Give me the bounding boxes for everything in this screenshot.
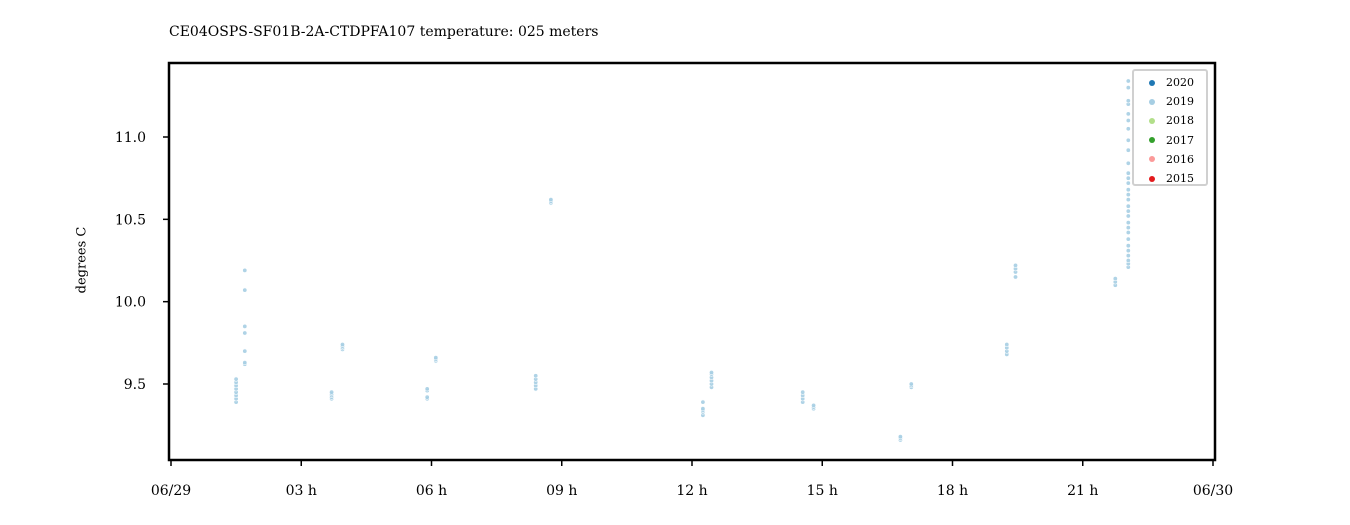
legend-item: 2018 (1140, 111, 1206, 130)
data-point (908, 381, 914, 387)
data-point (708, 369, 714, 375)
data-point (1125, 126, 1131, 132)
data-point (700, 399, 706, 405)
y-axis-label: degrees C (74, 226, 90, 294)
x-tick-label: 12 h (676, 483, 707, 499)
legend-label: 2019 (1166, 95, 1194, 109)
chart-title: CE04OSPS-SF01B-2A-CTDPFA107 temperature:… (169, 24, 599, 40)
data-point (533, 373, 539, 379)
data-point (242, 287, 248, 293)
data-point (1125, 175, 1131, 181)
data-point (1125, 208, 1131, 214)
data-point (1125, 160, 1131, 166)
data-point (329, 389, 335, 395)
data-point (1125, 220, 1131, 226)
legend: 2020 2019 2018 2017 2016 2015 (1132, 69, 1208, 186)
data-point (433, 355, 439, 361)
data-point (1125, 170, 1131, 176)
data-point (1125, 203, 1131, 209)
legend-label: 2017 (1166, 133, 1194, 147)
data-point (1125, 85, 1131, 91)
legend-item: 2016 (1140, 150, 1206, 169)
data-point (1125, 253, 1131, 259)
data-point (1125, 243, 1131, 249)
data-point (1012, 262, 1018, 268)
data-point (700, 406, 706, 412)
data-point (1125, 248, 1131, 254)
data-point (424, 386, 430, 392)
data-point (1125, 187, 1131, 193)
y-axis: 9.5 10.0 10.5 11.0 (115, 130, 169, 393)
data-point (1125, 236, 1131, 242)
data-point (1125, 118, 1131, 124)
data-point (1112, 276, 1118, 282)
data-point (548, 197, 554, 203)
data-point (424, 394, 430, 400)
data-point (242, 323, 248, 329)
data-point (242, 360, 248, 366)
data-point (1125, 180, 1131, 186)
y-tick-label: 9.5 (124, 377, 146, 393)
x-tick-label: 18 h (937, 483, 968, 499)
data-point (1125, 192, 1131, 198)
x-tick-label: 06/29 (151, 483, 191, 499)
data-point (1125, 230, 1131, 236)
legend-item: 2015 (1140, 169, 1206, 188)
data-point (339, 341, 345, 347)
x-tick-label: 03 h (286, 483, 317, 499)
y-tick-label: 10.5 (115, 212, 146, 228)
data-point (1012, 274, 1018, 280)
legend-label: 2018 (1166, 114, 1194, 128)
legend-marker (1149, 117, 1155, 124)
plot-frame (167, 61, 1217, 462)
x-tick-label: 06/30 (1193, 483, 1233, 499)
data-point (242, 348, 248, 354)
data-point (1125, 98, 1131, 104)
data-point (811, 402, 817, 408)
legend-marker (1149, 156, 1155, 163)
legend-marker (1149, 79, 1155, 86)
data-point (897, 434, 903, 440)
x-axis: 06/29 03 h 06 h 09 h 12 h 15 h 18 h 21 h 06/30 (151, 460, 1233, 499)
data-point (800, 389, 806, 395)
x-tick-label: 15 h (807, 483, 838, 499)
y-tick-label: 11.0 (115, 130, 146, 146)
x-tick-label: 06 h (416, 483, 447, 499)
y-tick-label: 10.0 (115, 295, 146, 311)
data-point (1125, 137, 1131, 143)
data-point (1125, 111, 1131, 117)
data-point (1125, 213, 1131, 219)
data-point (233, 376, 239, 382)
data-point (242, 267, 248, 273)
data-point (1125, 225, 1131, 231)
legend-item: 2019 (1140, 92, 1206, 111)
x-tick-label: 09 h (546, 483, 577, 499)
data-point (1125, 257, 1131, 263)
data-point (1125, 147, 1131, 153)
legend-label: 2020 (1166, 76, 1194, 90)
legend-item: 2020 (1140, 73, 1206, 92)
legend-marker (1149, 175, 1155, 182)
legend-label: 2015 (1166, 172, 1194, 186)
data-point (1004, 341, 1010, 347)
plot-marks (233, 78, 1131, 443)
legend-item: 2017 (1140, 131, 1206, 150)
legend-marker (1149, 137, 1155, 144)
data-point (242, 330, 248, 336)
legend-label: 2016 (1166, 152, 1194, 166)
data-point (1125, 78, 1131, 84)
legend-marker (1149, 98, 1155, 105)
x-tick-label: 21 h (1067, 483, 1098, 499)
data-point (1125, 197, 1131, 203)
